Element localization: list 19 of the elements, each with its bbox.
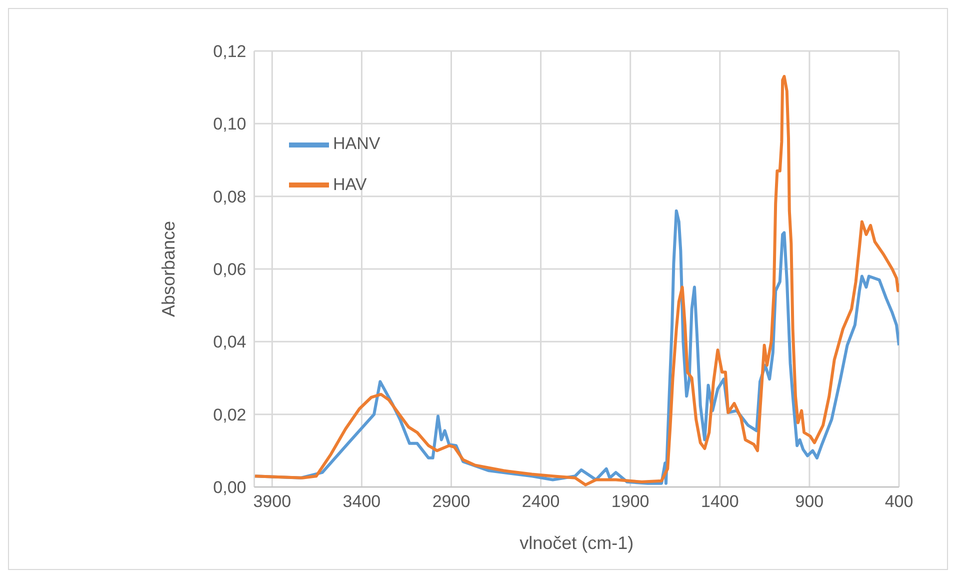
legend-label: HAV [333, 174, 367, 194]
y-tick-label: 0,00 [213, 478, 246, 498]
legend-label: HANV [333, 134, 380, 153]
x-tick-label: 400 [884, 492, 914, 512]
x-tick-label: 2400 [522, 492, 560, 512]
x-axis-title: vlnočet (cm-1) [520, 533, 634, 553]
x-tick-label: 1400 [700, 492, 739, 512]
y-tick-label: 0,06 [213, 260, 246, 280]
y-tick-label: 0,08 [213, 187, 246, 206]
y-tick-label: 0,04 [213, 332, 246, 352]
y-tick-label: 0,10 [213, 114, 246, 134]
x-tick-label: 3900 [253, 492, 292, 512]
x-tick-label: 1900 [611, 492, 650, 512]
x-tick-label: 3400 [342, 492, 381, 512]
y-tick-label: 0,12 [213, 42, 246, 62]
y-axis-title: Absorbance [158, 220, 179, 318]
y-tick-label: 0,02 [213, 405, 246, 424]
x-tick-label: 2900 [432, 492, 470, 512]
x-tick-label: 900 [795, 492, 824, 512]
